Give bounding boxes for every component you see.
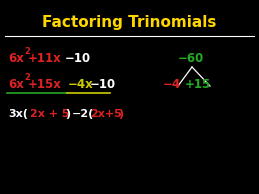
Text: −4x: −4x (68, 77, 94, 90)
Text: 2: 2 (24, 48, 30, 56)
Text: 6x: 6x (8, 77, 24, 90)
Text: ): ) (65, 109, 70, 119)
Text: −4: −4 (163, 77, 181, 90)
Text: −60: −60 (178, 53, 204, 66)
Text: −10: −10 (90, 77, 116, 90)
Text: −2(: −2( (72, 109, 94, 119)
Text: 2: 2 (24, 73, 30, 81)
Text: +15: +15 (185, 77, 211, 90)
Text: ): ) (118, 109, 123, 119)
Text: +11x: +11x (28, 53, 62, 66)
Text: 2x+5: 2x+5 (90, 109, 122, 119)
Text: 2x + 5: 2x + 5 (30, 109, 69, 119)
Text: −10: −10 (65, 53, 91, 66)
Text: 3x(: 3x( (8, 109, 28, 119)
Text: 6x: 6x (8, 53, 24, 66)
Text: Factoring Trinomials: Factoring Trinomials (42, 15, 216, 29)
Text: +15x: +15x (28, 77, 62, 90)
